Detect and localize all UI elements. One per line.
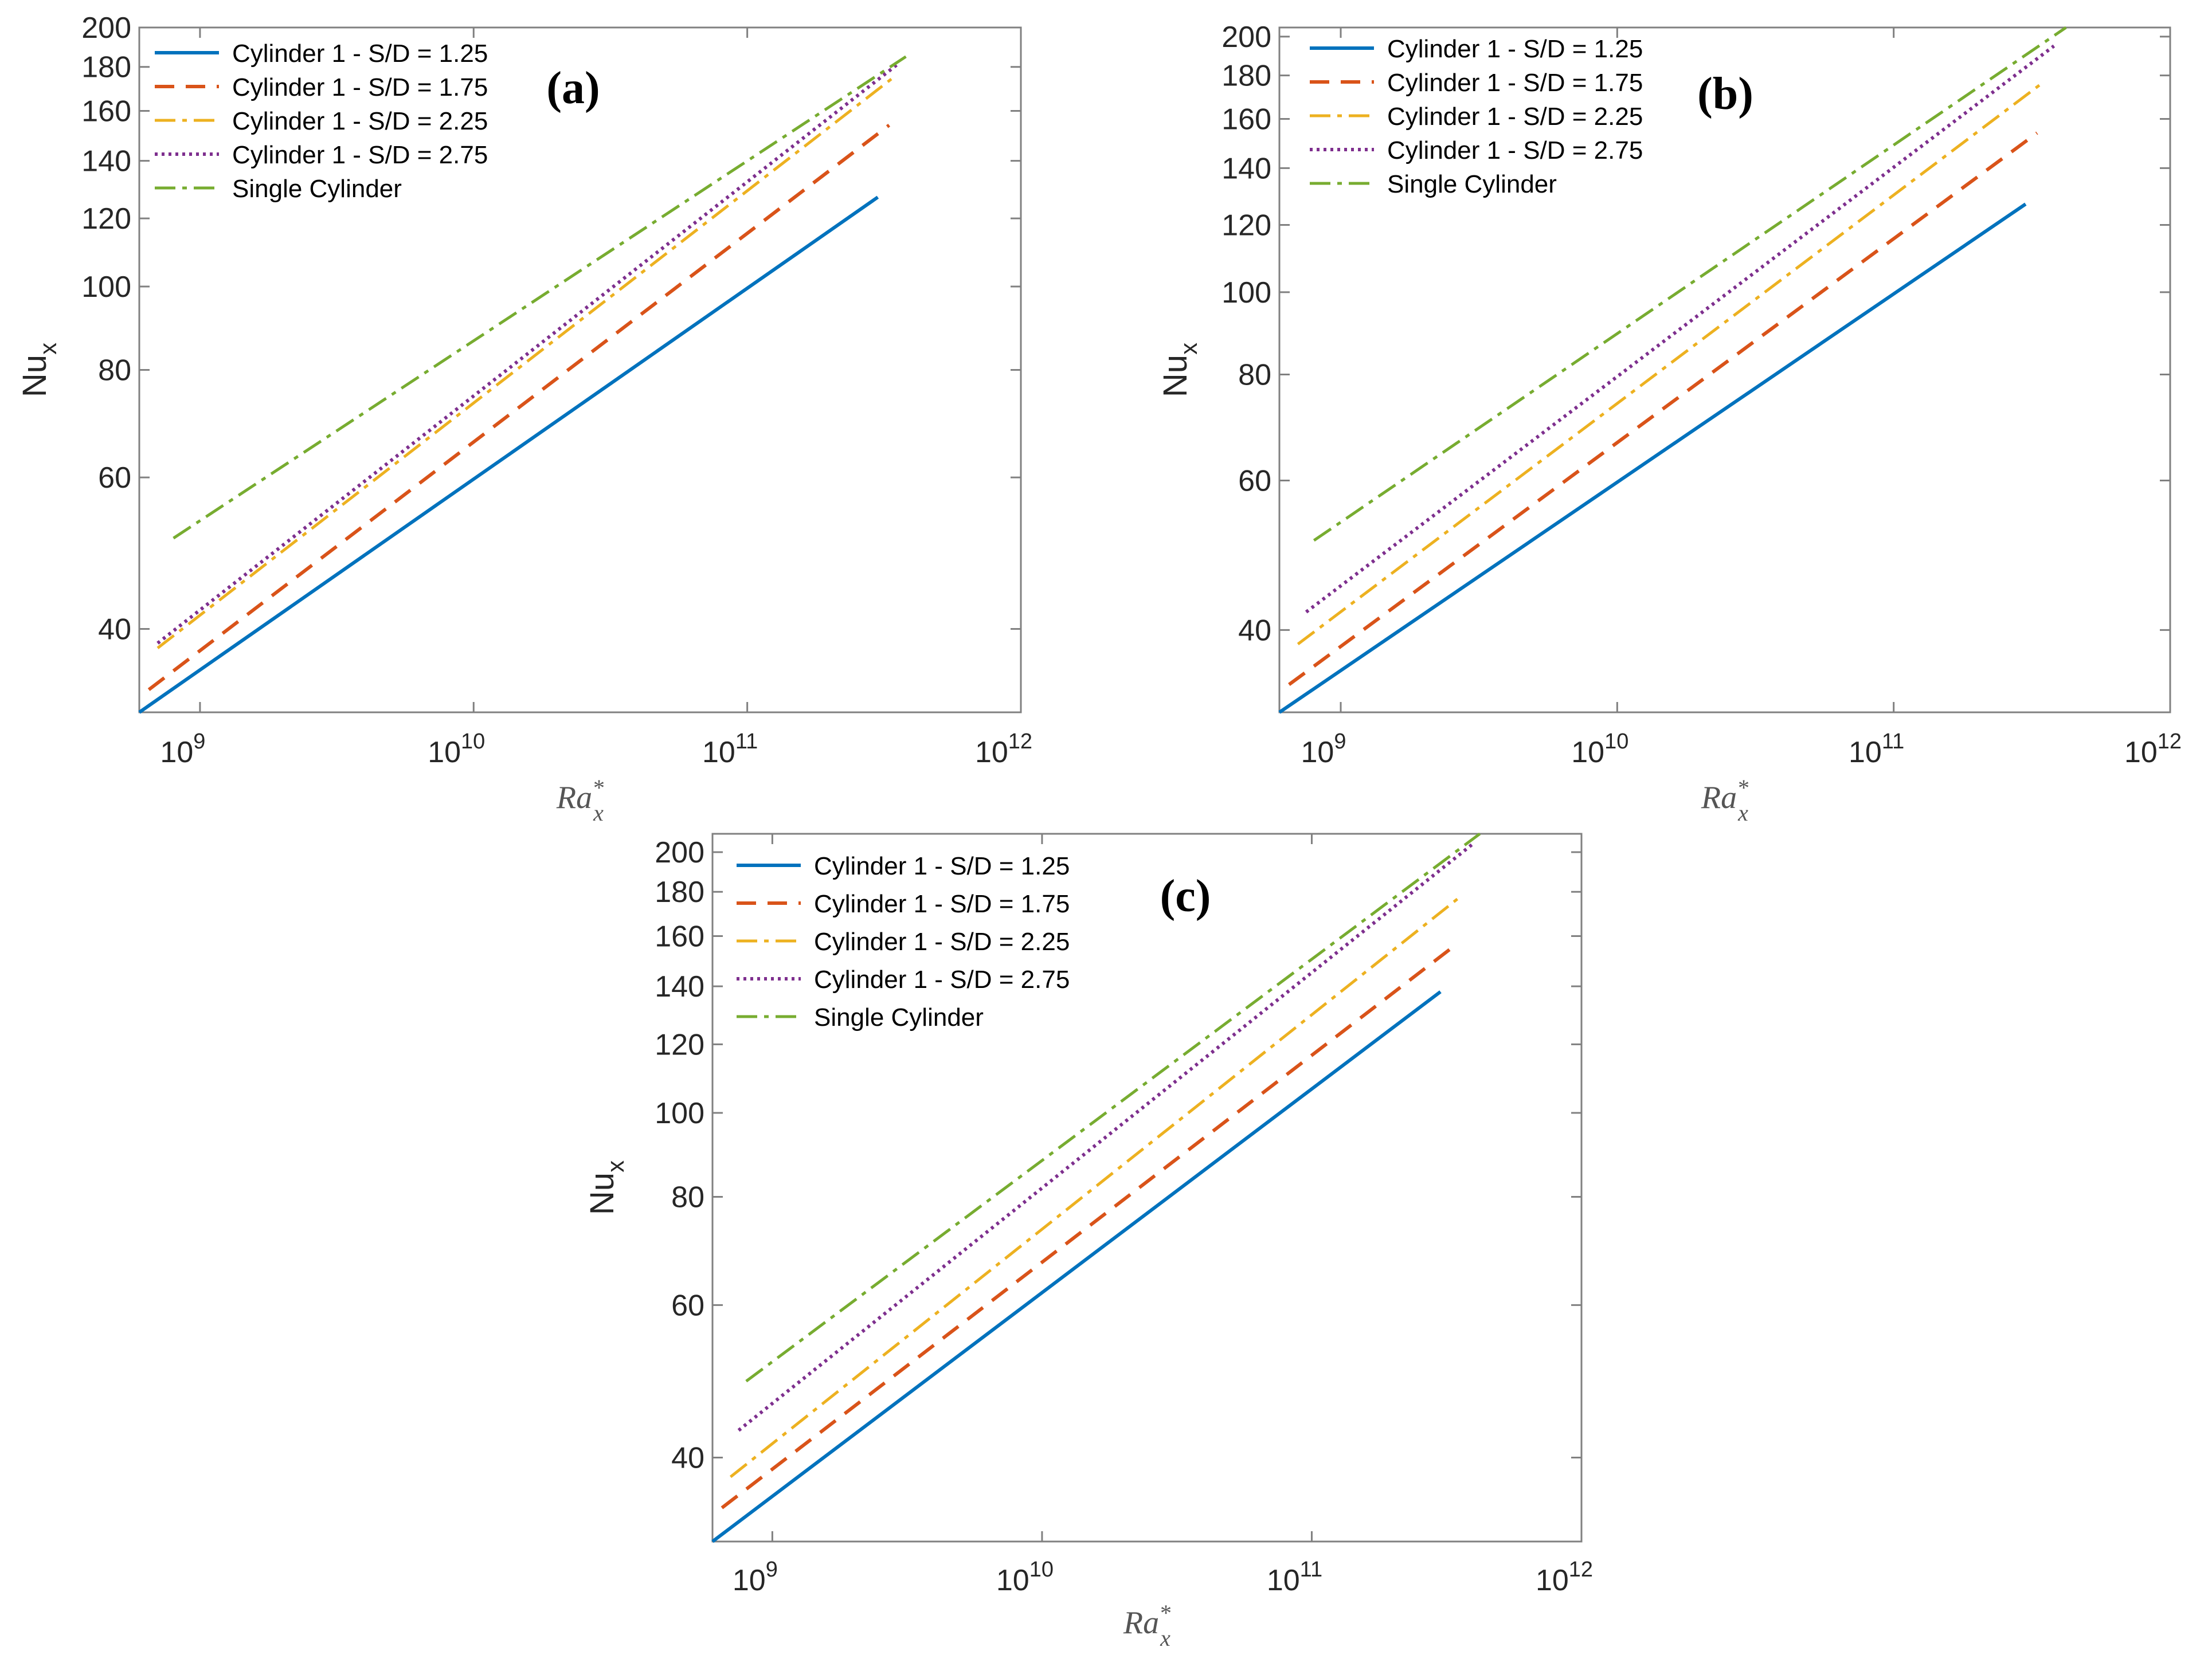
- y-tick-label: 60: [671, 1289, 704, 1322]
- series-line: [1288, 131, 2038, 687]
- legend-item-label: Cylinder 1 - S/D = 2.25: [232, 107, 488, 135]
- y-tick-label: 140: [655, 970, 704, 1003]
- x-tick-label: 109: [733, 1558, 778, 1597]
- legend-item-label: Cylinder 1 - S/D = 2.75: [814, 966, 1070, 994]
- y-tick-label: 140: [81, 145, 131, 178]
- series-line: [737, 841, 1475, 1432]
- panel-label: (b): [1697, 69, 1753, 119]
- y-axis-label: Nux: [16, 343, 61, 397]
- y-tick-label: 80: [1238, 358, 1271, 391]
- legend-item-label: Cylinder 1 - S/D = 1.75: [814, 890, 1070, 918]
- legend-item-label: Cylinder 1 - S/D = 1.75: [232, 73, 488, 101]
- y-tick-label: 180: [81, 51, 131, 84]
- series-line: [1305, 44, 2056, 614]
- y-tick-label: 100: [655, 1097, 704, 1130]
- plot-area: [1278, 26, 2171, 713]
- legend-item-label: Cylinder 1 - S/D = 2.75: [1387, 136, 1643, 164]
- y-tick-label: 160: [81, 95, 131, 128]
- y-axis-label: Nux: [584, 1160, 629, 1215]
- y-tick-label: 200: [1222, 21, 1271, 54]
- x-axis-label: Ra* x: [556, 775, 604, 826]
- chart-panel-2: 109 1010 1011 1012 40 60 80 100 120 140 160 180 200 C…: [1157, 21, 2182, 826]
- x-tick-label: 1011: [1849, 730, 1904, 769]
- series-line: [173, 55, 907, 540]
- y-tick-label: 40: [1238, 614, 1271, 647]
- legend-item-label: Cylinder 1 - S/D = 1.25: [814, 852, 1070, 880]
- legend-item-label: Single Cylinder: [814, 1003, 984, 1032]
- legend: Cylinder 1 - S/D = 1.25 Cylinder 1 - S/D …: [1310, 35, 1643, 198]
- legend-item-label: Single Cylinder: [232, 175, 402, 203]
- y-tick-label: 120: [655, 1028, 704, 1061]
- y-tick-label: 160: [655, 920, 704, 954]
- x-axis-label: Ra* x: [1123, 1600, 1170, 1651]
- series-line: [745, 832, 1481, 1383]
- series-line: [1278, 202, 2027, 714]
- y-tick-label: 120: [1222, 209, 1271, 242]
- y-tick-label: 60: [1238, 465, 1271, 498]
- y-tick-label: 160: [1222, 103, 1271, 136]
- legend-item-label: Cylinder 1 - S/D = 1.25: [1387, 35, 1643, 63]
- x-tick-label: 109: [160, 730, 205, 769]
- plot-area: [711, 833, 1583, 1543]
- y-tick-label: 60: [98, 461, 131, 495]
- legend: Cylinder 1 - S/D = 1.25 Cylinder 1 - S/D …: [155, 40, 488, 203]
- y-tick-label: 100: [81, 270, 131, 304]
- y-tick-label: 140: [1222, 152, 1271, 185]
- y-tick-label: 40: [98, 613, 131, 646]
- x-tick-label: 1012: [2124, 730, 2182, 769]
- y-tick-label: 200: [81, 11, 131, 45]
- plot-area: [138, 26, 1022, 713]
- legend-item-label: Cylinder 1 - S/D = 2.25: [1387, 103, 1643, 131]
- x-tick-label: 1012: [975, 730, 1032, 769]
- y-tick-label: 180: [1222, 60, 1271, 93]
- chart-panel-1: 109 1010 1011 1012 40 60 80 100 120 140 160 180 200 C…: [16, 11, 1032, 826]
- y-tick-label: 40: [671, 1442, 704, 1475]
- x-tick-label: 1010: [996, 1558, 1054, 1597]
- series-line: [147, 124, 891, 691]
- legend-item-label: Cylinder 1 - S/D = 2.25: [814, 928, 1070, 956]
- y-tick-label: 100: [1222, 276, 1271, 309]
- series-line: [711, 990, 1442, 1543]
- y-tick-label: 80: [98, 354, 131, 387]
- x-tick-label: 1011: [702, 730, 758, 769]
- x-tick-label: 1010: [1571, 730, 1628, 769]
- legend-item-label: Cylinder 1 - S/D = 2.75: [232, 141, 488, 169]
- series-line: [138, 195, 879, 714]
- chart-panel-3: 109 1010 1011 1012 40 60 80 100 120 140 160 180 200 C…: [584, 832, 1593, 1651]
- y-tick-label: 80: [671, 1181, 704, 1214]
- x-tick-label: 1011: [1267, 1558, 1322, 1597]
- y-axis-label: Nux: [1157, 343, 1202, 397]
- x-tick-label: 1010: [428, 730, 485, 769]
- x-axis-label: Ra* x: [1701, 775, 1748, 826]
- panel-label: (a): [546, 63, 600, 113]
- y-tick-label: 120: [81, 202, 131, 236]
- series-line: [156, 61, 901, 645]
- legend-item-label: Cylinder 1 - S/D = 1.75: [1387, 69, 1643, 97]
- panel-label: (c): [1160, 871, 1211, 921]
- y-tick-label: 180: [655, 876, 704, 909]
- x-tick-label: 109: [1301, 730, 1346, 769]
- y-tick-label: 200: [655, 836, 704, 869]
- x-tick-label: 1012: [1536, 1558, 1593, 1597]
- legend: Cylinder 1 - S/D = 1.25 Cylinder 1 - S/D …: [737, 852, 1070, 1032]
- legend-item-label: Single Cylinder: [1387, 170, 1557, 198]
- series-line: [1313, 26, 2067, 542]
- legend-item-label: Cylinder 1 - S/D = 1.25: [232, 40, 488, 68]
